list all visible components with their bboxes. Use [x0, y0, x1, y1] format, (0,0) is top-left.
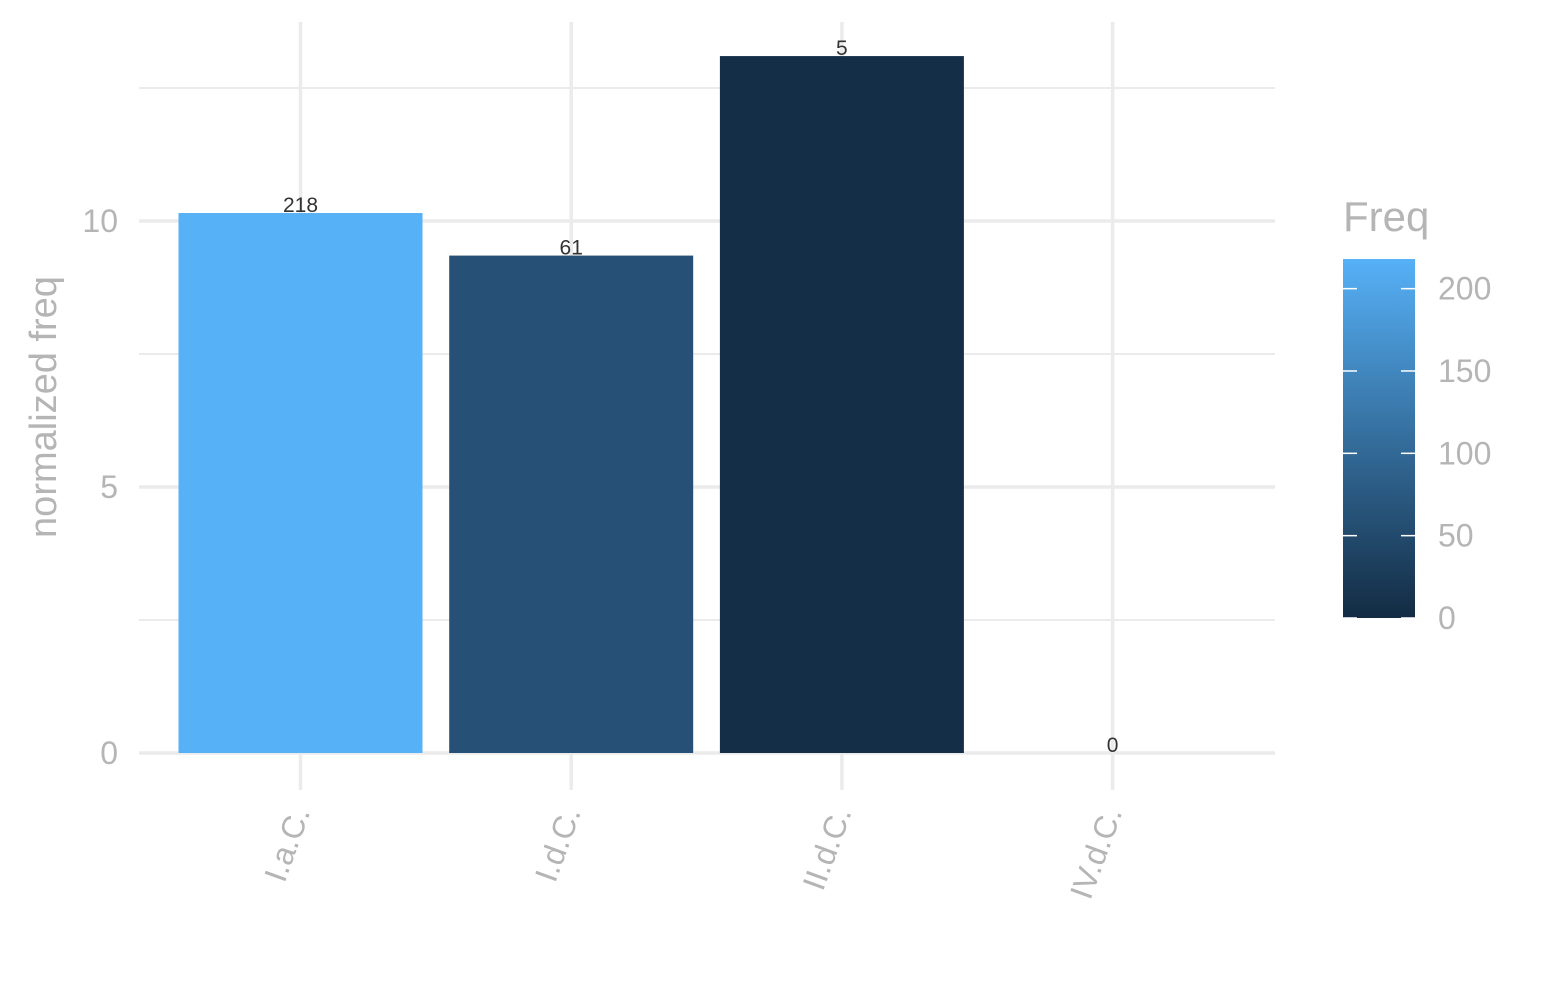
- x-tick-label: I.a.C.: [257, 802, 317, 886]
- legend-tick-label: 200: [1438, 271, 1491, 307]
- legend-ticks: 0 50 100 150 200: [1343, 271, 1491, 636]
- legend-title: Freq: [1343, 193, 1429, 240]
- y-tick-label: 0: [100, 735, 118, 771]
- data-label: 61: [560, 237, 583, 260]
- data-label: 218: [283, 194, 318, 217]
- y-tick-label: 5: [100, 469, 118, 505]
- bar: [449, 255, 694, 753]
- y-axis-ticks: 0 5 10: [82, 203, 118, 771]
- legend-tick-label: 150: [1438, 353, 1491, 389]
- x-tick-label: I.d.C.: [528, 802, 588, 886]
- x-tick-label: IV.d.C.: [1063, 802, 1129, 903]
- data-label: 0: [1107, 734, 1119, 757]
- y-axis-title: normalized freq: [23, 276, 65, 538]
- bar: [719, 56, 964, 753]
- y-tick-label: 10: [82, 203, 118, 239]
- x-tick-label: II.d.C.: [795, 802, 858, 895]
- legend-tick-label: 0: [1438, 600, 1456, 636]
- bars: [178, 56, 964, 753]
- legend-tick-label: 100: [1438, 435, 1491, 471]
- legend: Freq 0 50 100 150 200: [1343, 193, 1491, 636]
- data-labels: 218 61 5 0: [283, 37, 1118, 757]
- data-label: 5: [836, 37, 848, 60]
- legend-colorbar: [1343, 259, 1415, 618]
- bar: [178, 213, 423, 753]
- x-axis-ticks: I.a.C. I.d.C. II.d.C. IV.d.C.: [257, 802, 1129, 903]
- legend-tick-label: 50: [1438, 518, 1474, 554]
